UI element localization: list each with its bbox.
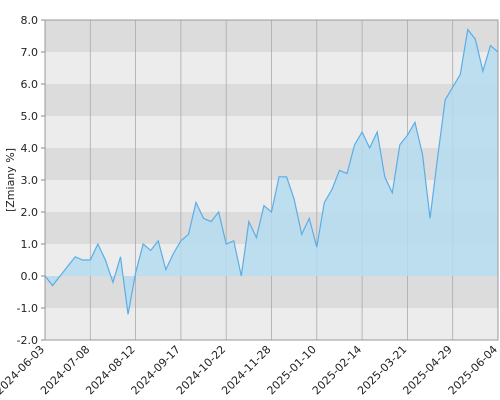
line bbox=[44, 28, 499, 315]
x-tick-label: 2025-06-04 bbox=[446, 343, 500, 397]
y-tick-label: 8.0 bbox=[21, 14, 39, 27]
y-tick-label: 1.0 bbox=[21, 238, 39, 251]
plot-frame bbox=[44, 19, 499, 341]
y-tick-label: 3.0 bbox=[21, 174, 39, 187]
y-tick-label: 7.0 bbox=[21, 46, 39, 59]
y-tick-label: 2.0 bbox=[21, 206, 39, 219]
y-tick-label: 4.0 bbox=[21, 142, 39, 155]
y-tick-label: 6.0 bbox=[21, 78, 39, 91]
y-tick-label: -2.0 bbox=[17, 334, 38, 347]
y-tick-label: 5.0 bbox=[21, 110, 39, 123]
area bbox=[45, 29, 498, 315]
y-tick-label: 0.0 bbox=[21, 270, 39, 283]
y-tick-label: -1.0 bbox=[17, 302, 38, 315]
y-axis-label: [Zmiany %] bbox=[4, 148, 17, 212]
